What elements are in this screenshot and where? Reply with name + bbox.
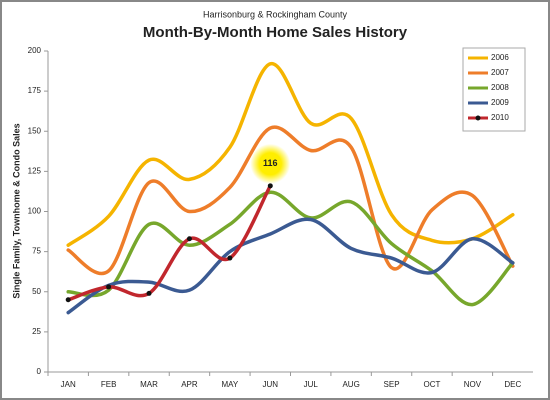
y-tick-label: 50 bbox=[32, 287, 41, 296]
series-line bbox=[66, 125, 515, 276]
point bbox=[227, 255, 233, 261]
point bbox=[186, 236, 192, 242]
x-tick-label: AUG bbox=[342, 380, 359, 389]
x-tick-label: DEC bbox=[504, 380, 521, 389]
legend-label: 2007 bbox=[491, 68, 509, 77]
chart-title: Month-By-Month Home Sales History bbox=[143, 24, 408, 41]
x-tick-label: FEB bbox=[101, 380, 117, 389]
point bbox=[146, 290, 152, 296]
x-tick-label: APR bbox=[181, 380, 198, 389]
legend-label: 2006 bbox=[491, 53, 509, 62]
y-tick-label: 175 bbox=[28, 86, 42, 95]
x-tick-label: JUN bbox=[263, 380, 279, 389]
legend-label: 2009 bbox=[491, 98, 509, 107]
y-tick-label: 200 bbox=[28, 46, 42, 55]
point bbox=[106, 284, 112, 290]
legend-label: 2010 bbox=[491, 113, 509, 122]
y-axis-label: Single Family, Townhome & Condo Sales bbox=[11, 123, 21, 298]
y-tick-label: 150 bbox=[28, 126, 42, 135]
legend-marker bbox=[475, 115, 481, 121]
y-tick-label: 25 bbox=[32, 327, 41, 336]
point bbox=[65, 297, 71, 303]
y-tick-label: 125 bbox=[28, 166, 42, 175]
y-tick-label: 0 bbox=[37, 367, 42, 376]
data-label: 116 bbox=[263, 158, 278, 168]
highlight bbox=[250, 143, 291, 184]
x-tick-label: OCT bbox=[424, 380, 441, 389]
y-tick-label: 100 bbox=[28, 207, 42, 216]
x-tick-label: NOV bbox=[464, 380, 482, 389]
x-tick-label: MAR bbox=[140, 380, 158, 389]
series-line bbox=[66, 62, 515, 247]
x-tick-label: MAY bbox=[222, 380, 239, 389]
x-tick-label: SEP bbox=[384, 380, 400, 389]
legend-label: 2008 bbox=[491, 83, 509, 92]
chart-subtitle: Harrisonburg & Rockingham County bbox=[203, 9, 348, 19]
y-tick-label: 75 bbox=[32, 247, 41, 256]
x-tick-label: JUL bbox=[304, 380, 319, 389]
series-line bbox=[66, 217, 515, 315]
point bbox=[267, 183, 273, 189]
x-tick-label: JAN bbox=[61, 380, 76, 389]
